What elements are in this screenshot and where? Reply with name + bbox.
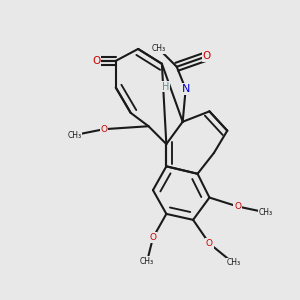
Text: O: O bbox=[92, 56, 101, 66]
Text: O: O bbox=[206, 239, 213, 248]
Text: O: O bbox=[234, 202, 241, 211]
Text: CH₃: CH₃ bbox=[67, 130, 81, 140]
Text: O: O bbox=[149, 233, 157, 242]
Text: O: O bbox=[100, 125, 107, 134]
Text: N: N bbox=[182, 84, 190, 94]
Text: CH₃: CH₃ bbox=[259, 208, 273, 217]
Text: CH₃: CH₃ bbox=[226, 258, 240, 267]
Text: CH₃: CH₃ bbox=[140, 257, 154, 266]
Text: O: O bbox=[202, 51, 211, 62]
Text: CH₃: CH₃ bbox=[152, 44, 166, 53]
Text: H: H bbox=[162, 82, 169, 92]
